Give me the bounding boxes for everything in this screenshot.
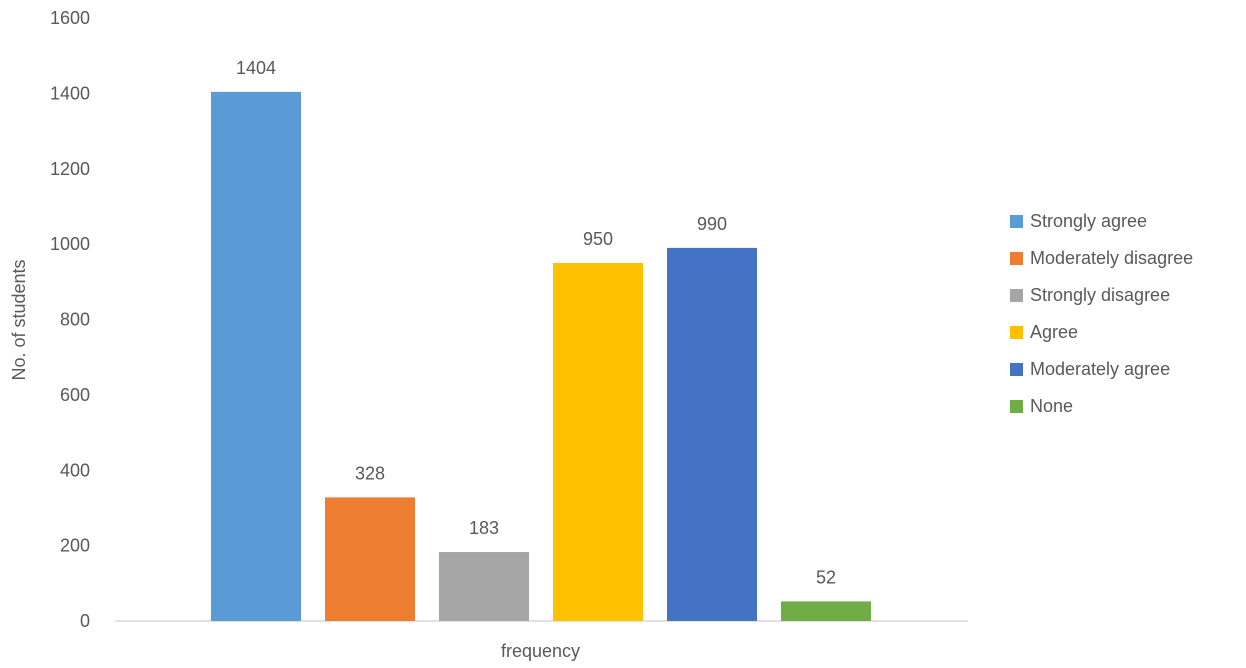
legend-swatch (1010, 252, 1023, 265)
legend-swatch (1010, 215, 1023, 228)
legend-item: Moderately disagree (1010, 248, 1193, 268)
legend-item: None (1010, 396, 1073, 416)
legend-label: Strongly agree (1030, 211, 1147, 231)
data-label: 950 (583, 229, 613, 249)
legend-swatch (1010, 400, 1023, 413)
y-tick-label: 600 (60, 385, 90, 405)
legend-label: Moderately agree (1030, 359, 1170, 379)
y-axis-title: No. of students (9, 259, 29, 380)
data-label: 52 (816, 567, 836, 587)
bars-group (211, 91, 871, 622)
y-tick-label: 0 (80, 611, 90, 631)
data-label: 990 (697, 214, 727, 234)
y-tick-label: 1200 (50, 159, 90, 179)
legend-label: None (1030, 396, 1073, 416)
bar (439, 552, 529, 621)
legend-item: Moderately agree (1010, 359, 1170, 379)
bar (667, 247, 757, 622)
bar (211, 91, 301, 622)
legend-item: Strongly agree (1010, 211, 1147, 231)
legend-item: Strongly disagree (1010, 285, 1170, 305)
data-labels-group: 1404 328 183 950 990 52 (236, 58, 836, 588)
legend-label: Moderately disagree (1030, 248, 1193, 268)
y-tick-label: 800 (60, 310, 90, 330)
bar (325, 497, 415, 621)
x-axis-title: frequency (501, 641, 580, 661)
legend-swatch (1010, 363, 1023, 376)
y-tick-label: 200 (60, 536, 90, 556)
data-label: 183 (469, 518, 499, 538)
legend-swatch (1010, 289, 1023, 302)
y-tick-label: 1400 (50, 83, 90, 103)
bar (781, 601, 871, 621)
legend-item: Agree (1010, 322, 1078, 342)
legend-label: Strongly disagree (1030, 285, 1170, 305)
legend-swatch (1010, 326, 1023, 339)
bar (553, 262, 643, 621)
legend-label: Agree (1030, 322, 1078, 342)
y-tick-label: 1000 (50, 234, 90, 254)
y-tick-label: 400 (60, 460, 90, 480)
y-axis-ticks: 0 200 400 600 800 1000 1200 1400 1600 (50, 8, 90, 631)
legend: Strongly agree Moderately disagree Strongl… (1010, 211, 1193, 416)
y-tick-label: 1600 (50, 8, 90, 28)
data-label: 1404 (236, 58, 276, 78)
data-label: 328 (355, 463, 385, 483)
